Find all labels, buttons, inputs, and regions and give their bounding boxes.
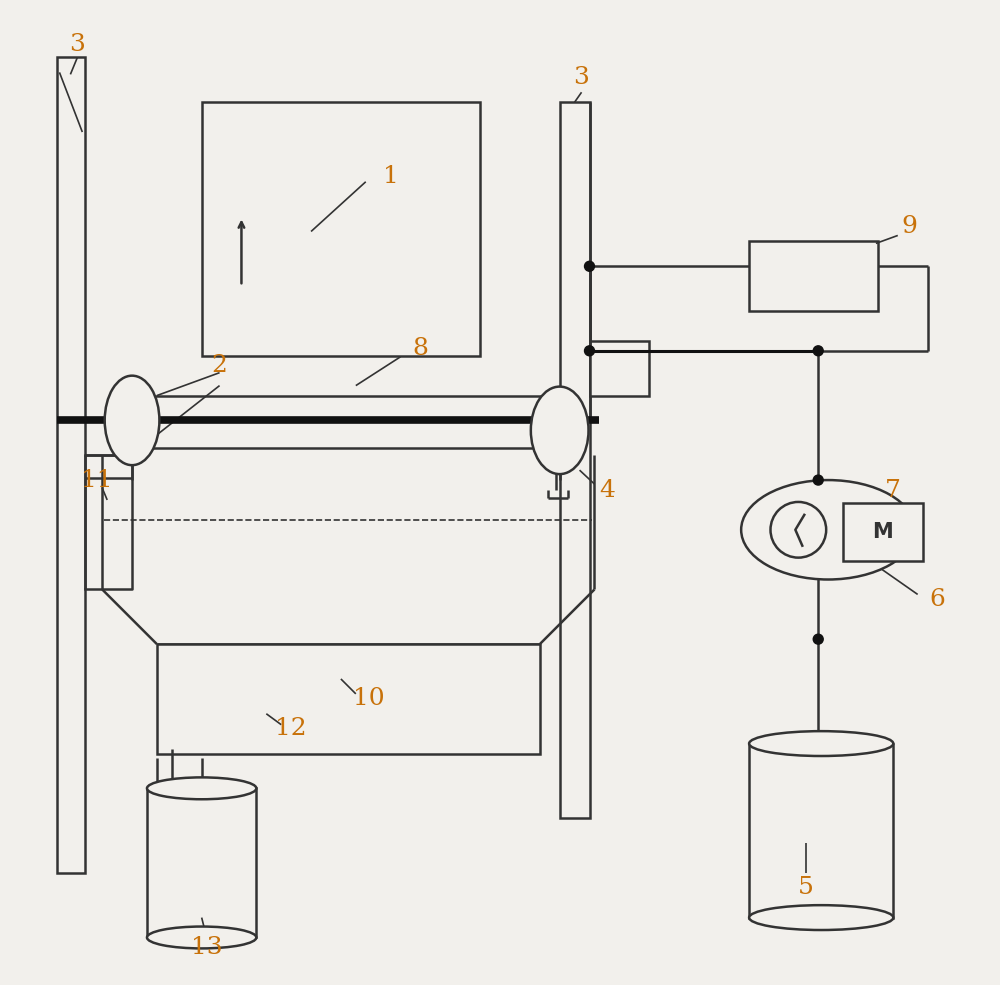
- Text: 2: 2: [212, 355, 228, 377]
- Ellipse shape: [531, 386, 589, 474]
- Bar: [147, 788, 256, 938]
- Text: 10: 10: [353, 688, 385, 710]
- Circle shape: [813, 634, 823, 644]
- Text: 9: 9: [902, 215, 918, 238]
- Text: 5: 5: [798, 877, 814, 899]
- Bar: [590, 341, 649, 396]
- Text: 3: 3: [574, 66, 589, 89]
- Bar: [843, 503, 923, 560]
- Text: 13: 13: [191, 936, 222, 959]
- Text: 8: 8: [413, 337, 428, 361]
- Text: 1: 1: [383, 165, 398, 188]
- Ellipse shape: [749, 731, 893, 756]
- Ellipse shape: [147, 927, 256, 949]
- Ellipse shape: [749, 905, 893, 930]
- Text: 4: 4: [599, 479, 615, 501]
- Ellipse shape: [741, 480, 915, 579]
- Circle shape: [585, 261, 594, 271]
- Circle shape: [813, 346, 823, 356]
- Ellipse shape: [147, 777, 256, 799]
- Bar: [749, 744, 893, 918]
- Circle shape: [770, 502, 826, 558]
- Text: 12: 12: [275, 717, 307, 740]
- Text: 11: 11: [82, 469, 113, 492]
- Bar: [57, 57, 85, 873]
- Ellipse shape: [105, 375, 159, 465]
- Bar: [157, 644, 540, 754]
- Circle shape: [585, 346, 594, 356]
- Bar: [560, 102, 590, 819]
- Bar: [202, 102, 480, 356]
- Text: M: M: [872, 522, 893, 542]
- Bar: [749, 241, 878, 311]
- Circle shape: [813, 475, 823, 485]
- Text: 6: 6: [930, 588, 945, 611]
- Text: 7: 7: [885, 479, 901, 501]
- Text: 3: 3: [69, 33, 85, 56]
